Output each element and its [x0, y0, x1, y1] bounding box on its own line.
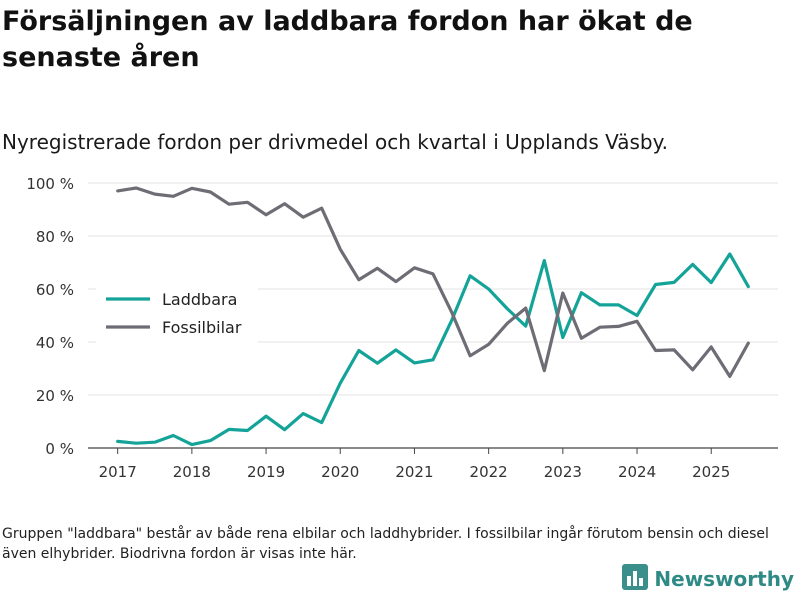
- legend-background: [96, 282, 258, 344]
- x-tick-label: 2022: [470, 463, 508, 481]
- brand-name: Newsworthy: [654, 567, 794, 591]
- x-tick-label: 2017: [99, 463, 137, 481]
- chart-title: Försäljningen av laddbara fordon har öka…: [2, 6, 693, 73]
- series-line-fossilbilar: [116, 186, 750, 378]
- x-tick-label: 2020: [321, 463, 359, 481]
- newsworthy-logo: Newsworthy: [622, 564, 794, 594]
- y-tick-label: 40 %: [36, 334, 74, 352]
- line-chart: 0 % 20 % 40 % 60 % 80 % 100 % 2017 2018 2019 2020…: [26, 175, 778, 481]
- y-tick-label: 60 %: [36, 281, 74, 299]
- x-tick-label: 2023: [544, 463, 582, 481]
- y-tick-label: 0 %: [45, 440, 74, 458]
- y-tick-label: 80 %: [36, 228, 74, 246]
- footnote: Gruppen "laddbara" består av både rena e…: [2, 526, 769, 562]
- x-tick-label: 2024: [618, 463, 656, 481]
- legend-label: Fossilbilar: [162, 318, 242, 337]
- series-line-laddbara: [116, 252, 750, 447]
- x-tick-label: 2021: [395, 463, 433, 481]
- legend-label: Laddbara: [162, 290, 237, 309]
- x-tick-label: 2025: [692, 463, 730, 481]
- bar-chart-logo-icon: [622, 564, 649, 594]
- y-tick-label: 20 %: [36, 387, 74, 405]
- chart-subtitle: Nyregistrerade fordon per drivmedel och …: [2, 130, 668, 154]
- x-tick-label: 2019: [247, 463, 285, 481]
- y-tick-label: 100 %: [26, 175, 74, 193]
- x-tick-label: 2018: [173, 463, 211, 481]
